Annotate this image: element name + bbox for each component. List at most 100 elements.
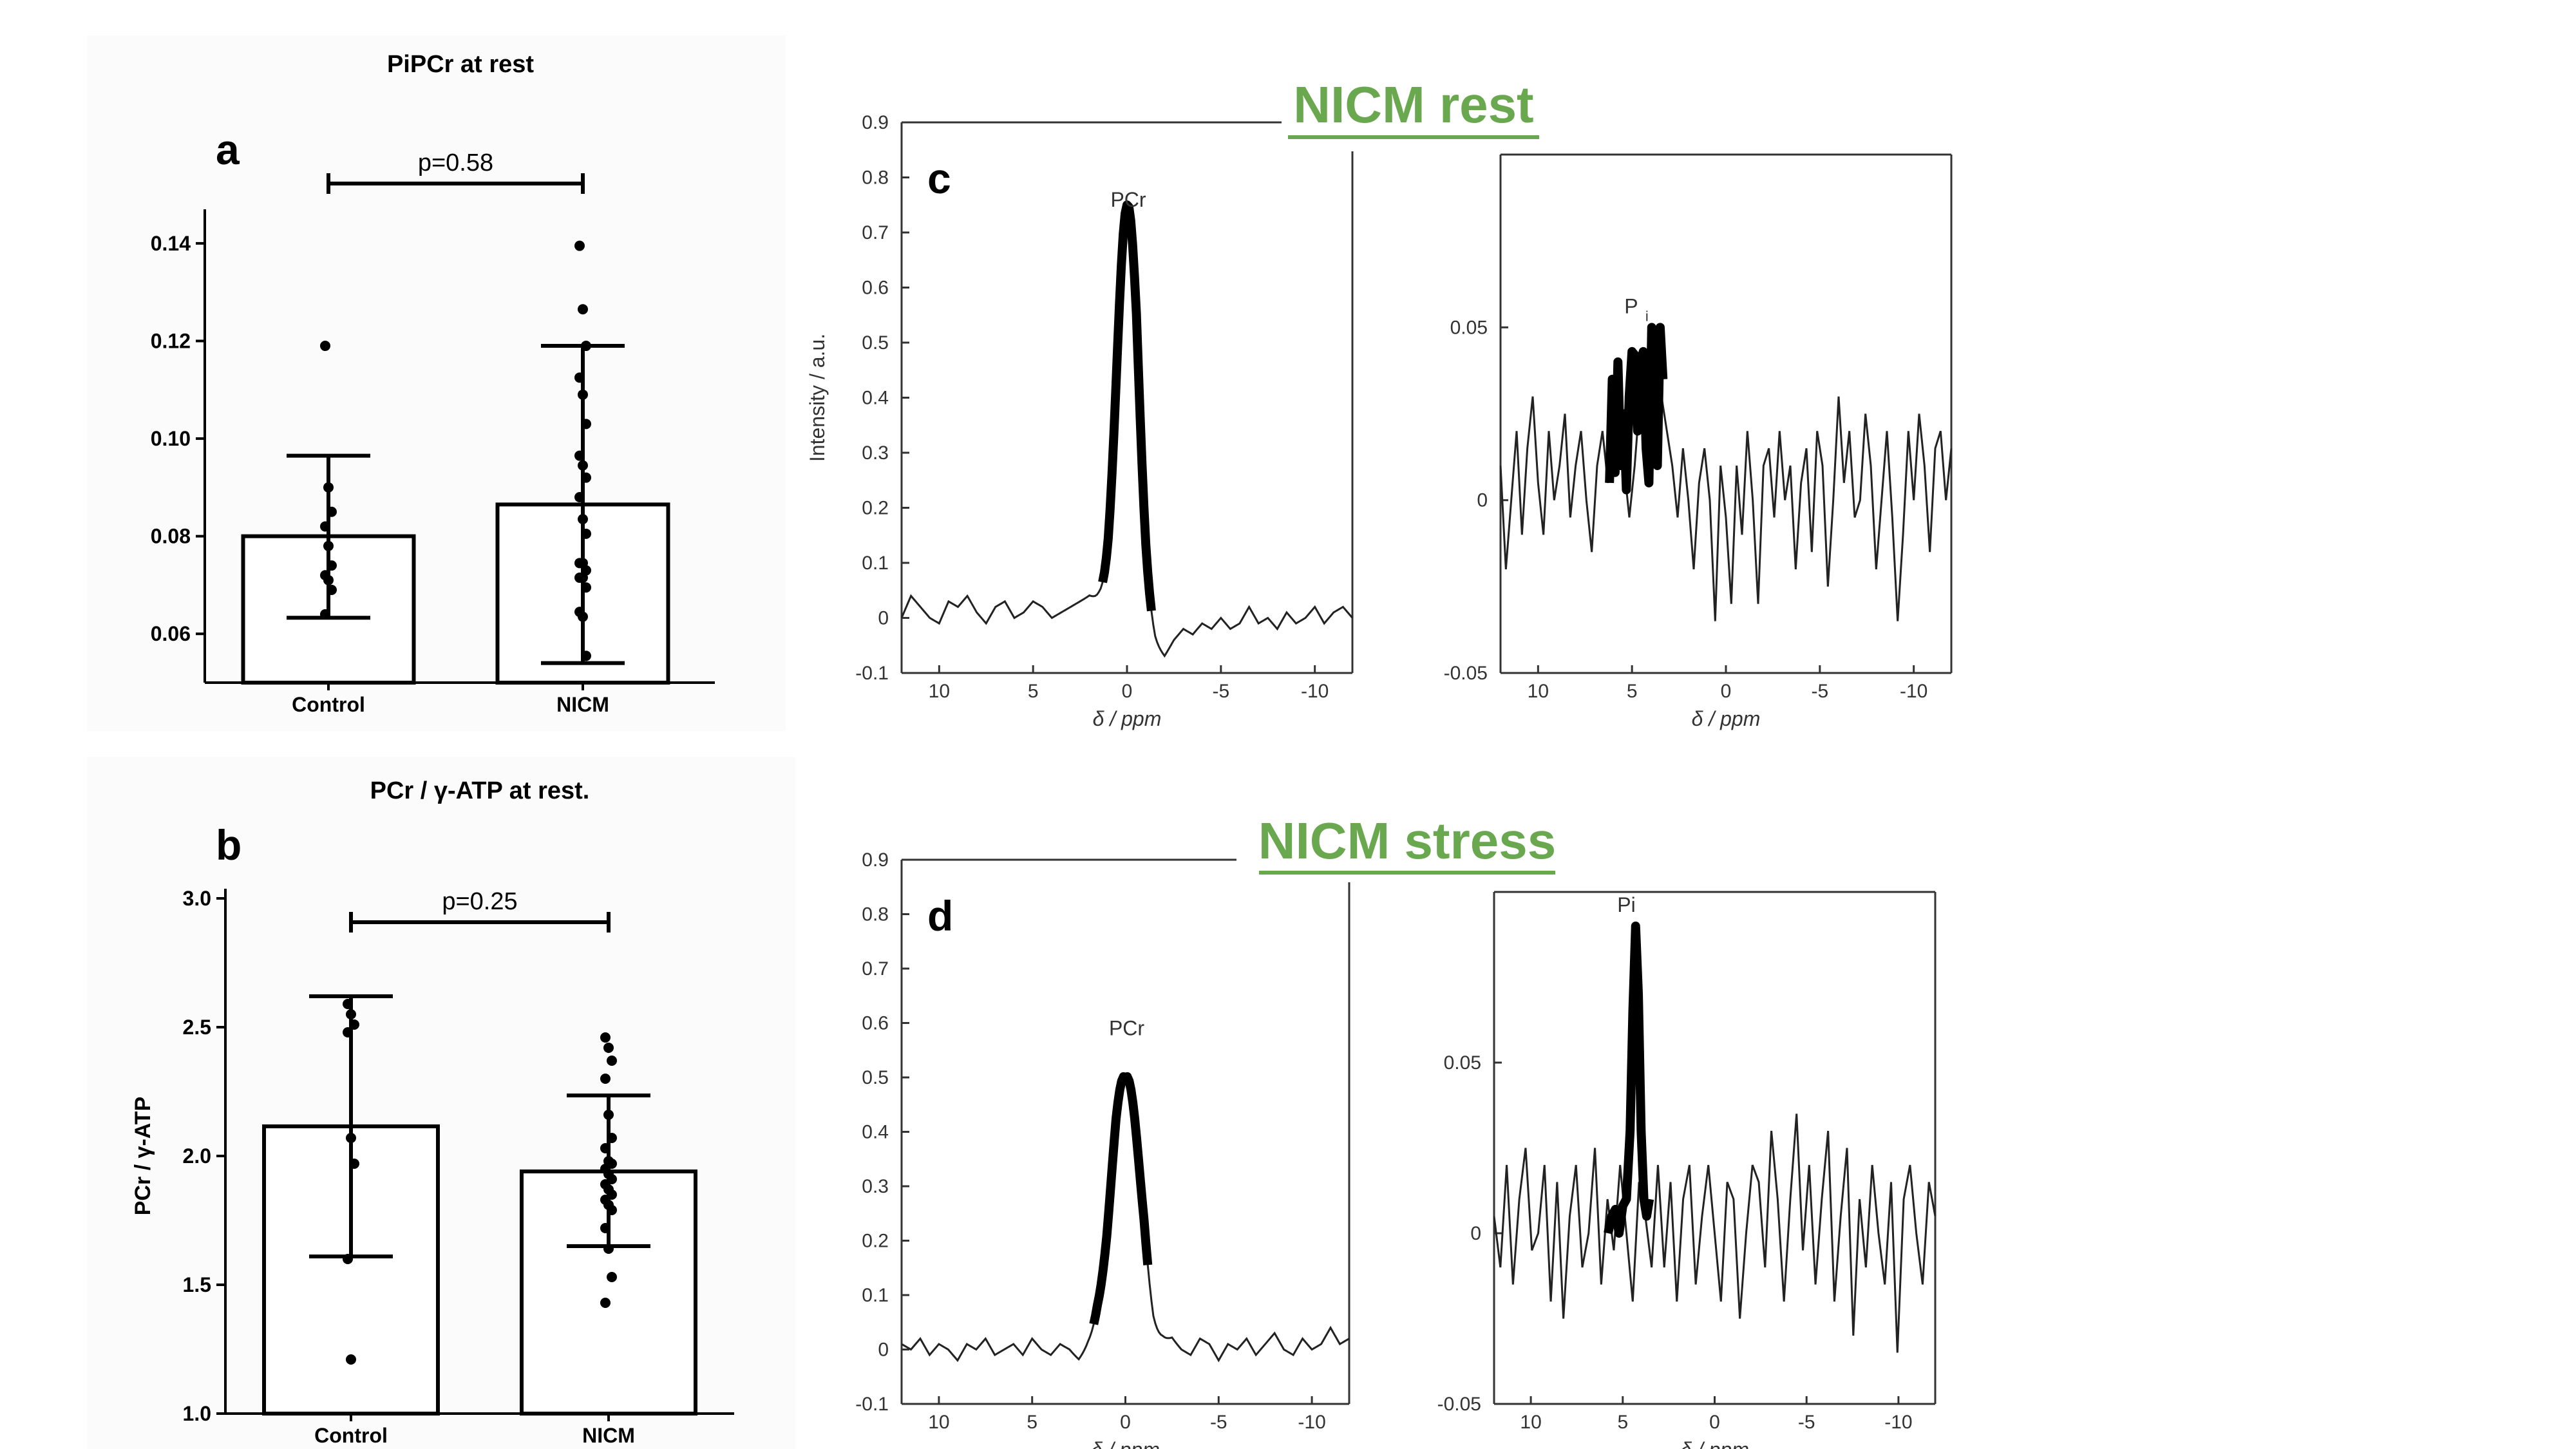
spectrum-line xyxy=(1493,1113,1937,1353)
peak-label: PCr xyxy=(1110,188,1146,211)
y-tick-label: 0.4 xyxy=(862,388,889,409)
data-point xyxy=(323,482,334,493)
x-tick-label: -10 xyxy=(1301,681,1329,702)
y-tick-label: 0.05 xyxy=(1444,1052,1481,1074)
data-point xyxy=(323,540,334,551)
spectrum-line xyxy=(1499,396,1953,621)
x-tick-label: -5 xyxy=(1212,681,1229,702)
y-tick-label: -0.05 xyxy=(1444,663,1488,684)
data-point xyxy=(578,514,588,525)
peak-label: Pi xyxy=(1617,893,1635,916)
data-point xyxy=(578,389,588,400)
data-point xyxy=(320,341,330,352)
y-tick-label: 0.6 xyxy=(862,278,889,299)
data-point xyxy=(581,419,591,430)
y-tick-label: 0.9 xyxy=(862,849,889,871)
y-tick-label: 0.2 xyxy=(862,1231,889,1252)
data-point xyxy=(574,492,585,502)
x-tick-label: 0 xyxy=(1122,681,1133,702)
x-tick-label: -5 xyxy=(1210,1412,1227,1433)
y-tick-label: 0.6 xyxy=(862,1013,889,1034)
y-tick-label: 1.5 xyxy=(183,1273,211,1296)
y-tick-label: 3.0 xyxy=(183,887,211,910)
data-point xyxy=(581,650,591,661)
data-point xyxy=(607,1272,617,1282)
peak-label-subscript: i xyxy=(1645,308,1649,324)
y-tick-label: 0.8 xyxy=(862,904,889,925)
y-tick-label: 0.2 xyxy=(862,498,889,519)
data-point xyxy=(607,1056,617,1066)
data-point xyxy=(349,1019,359,1030)
data-point xyxy=(574,372,585,383)
x-tick-label: -5 xyxy=(1811,681,1828,702)
y-tick-label: 0.7 xyxy=(862,958,889,980)
x-tick-label: 5 xyxy=(1028,681,1039,702)
data-point xyxy=(578,460,588,471)
data-point xyxy=(603,1043,614,1053)
y-tick-label: 0.7 xyxy=(862,222,889,243)
data-point xyxy=(581,528,591,539)
x-tick-label: 0 xyxy=(1709,1412,1720,1433)
data-point xyxy=(607,1133,617,1143)
panel-label: c xyxy=(927,155,951,202)
y-tick-label: -0.05 xyxy=(1437,1394,1481,1415)
data-point xyxy=(327,560,337,571)
data-point xyxy=(327,506,337,517)
data-point xyxy=(600,1223,611,1233)
x-tick-label: Control xyxy=(314,1424,388,1447)
data-point xyxy=(346,1354,356,1365)
heading-nicm-stress-group: NICM stress xyxy=(1236,808,1571,882)
y-tick-label: 0.9 xyxy=(862,112,889,133)
data-point xyxy=(578,304,588,315)
x-tick-label: 5 xyxy=(1027,1412,1037,1433)
x-tick-label: Control xyxy=(292,693,365,716)
y-tick-label: 0.3 xyxy=(862,1176,889,1197)
y-tick-label: 0 xyxy=(878,1340,889,1361)
data-point xyxy=(323,574,334,585)
data-point xyxy=(600,1074,611,1084)
chart-d-left: 10 5 0 -5 -10 -0.1 0 0.1 0.2 0.3 0.4 0.5 0.6 0.7 0.8 0.… xyxy=(855,849,1350,1449)
data-point xyxy=(327,585,337,595)
chart-c-right: 10 5 0 -5 -10 -0.05 0 0.05 δ / ppm P i xyxy=(1444,153,1953,730)
data-point xyxy=(578,573,588,583)
x-axis-label: δ / ppm xyxy=(1692,707,1761,730)
y-tick-label: 0.5 xyxy=(862,1067,889,1088)
data-point xyxy=(349,1159,359,1169)
panel-label: b xyxy=(216,821,242,869)
y-tick-label: 0.5 xyxy=(862,332,889,354)
peak-fit-line xyxy=(1604,922,1654,1238)
x-tick-label: 0 xyxy=(1721,681,1732,702)
y-tick-label: 0.12 xyxy=(151,329,191,352)
data-point xyxy=(578,611,588,622)
spectrum-line xyxy=(900,203,1354,658)
heading-nicm-rest-group: NICM rest xyxy=(1282,74,1604,151)
peak-label: PCr xyxy=(1109,1017,1144,1040)
x-tick-label: NICM xyxy=(556,693,609,716)
spectrum-line xyxy=(901,1075,1350,1363)
data-point xyxy=(346,1133,356,1143)
panel-label: d xyxy=(927,892,953,940)
x-tick-label: 0 xyxy=(1120,1412,1131,1433)
data-point xyxy=(600,1032,611,1043)
y-tick-label: 0 xyxy=(1477,490,1488,511)
y-tick-label: 0 xyxy=(1470,1223,1481,1244)
chart-title: PiPCr at rest xyxy=(387,51,534,78)
data-point xyxy=(320,521,330,532)
chart-d-right: 10 5 0 -5 -10 -0.05 0 0.05 δ / ppm Pi xyxy=(1437,891,1937,1449)
y-tick-label: 0.1 xyxy=(862,1285,889,1306)
data-point xyxy=(581,582,591,593)
peak-fit-line xyxy=(1098,200,1156,612)
chart-b: PCr / γ-ATP at rest. b 1.0 1.5 2.0 2.5 3.0 PCr … xyxy=(131,777,734,1447)
data-point xyxy=(343,999,353,1009)
chart-a: PiPCr at rest a 0.06 0.08 0.10 0.12 0.14 Contro… xyxy=(151,51,715,716)
data-point xyxy=(343,1027,353,1037)
data-point xyxy=(574,240,585,251)
significance-label: p=0.25 xyxy=(442,888,517,915)
x-tick-label: -10 xyxy=(1884,1412,1912,1433)
y-axis-label: PCr / γ-ATP xyxy=(131,1097,155,1216)
x-tick-label: 10 xyxy=(929,681,950,702)
y-tick-label: 0.14 xyxy=(151,232,191,255)
y-tick-label: 2.5 xyxy=(183,1016,211,1039)
x-axis-label: δ / ppm xyxy=(1091,1438,1160,1449)
